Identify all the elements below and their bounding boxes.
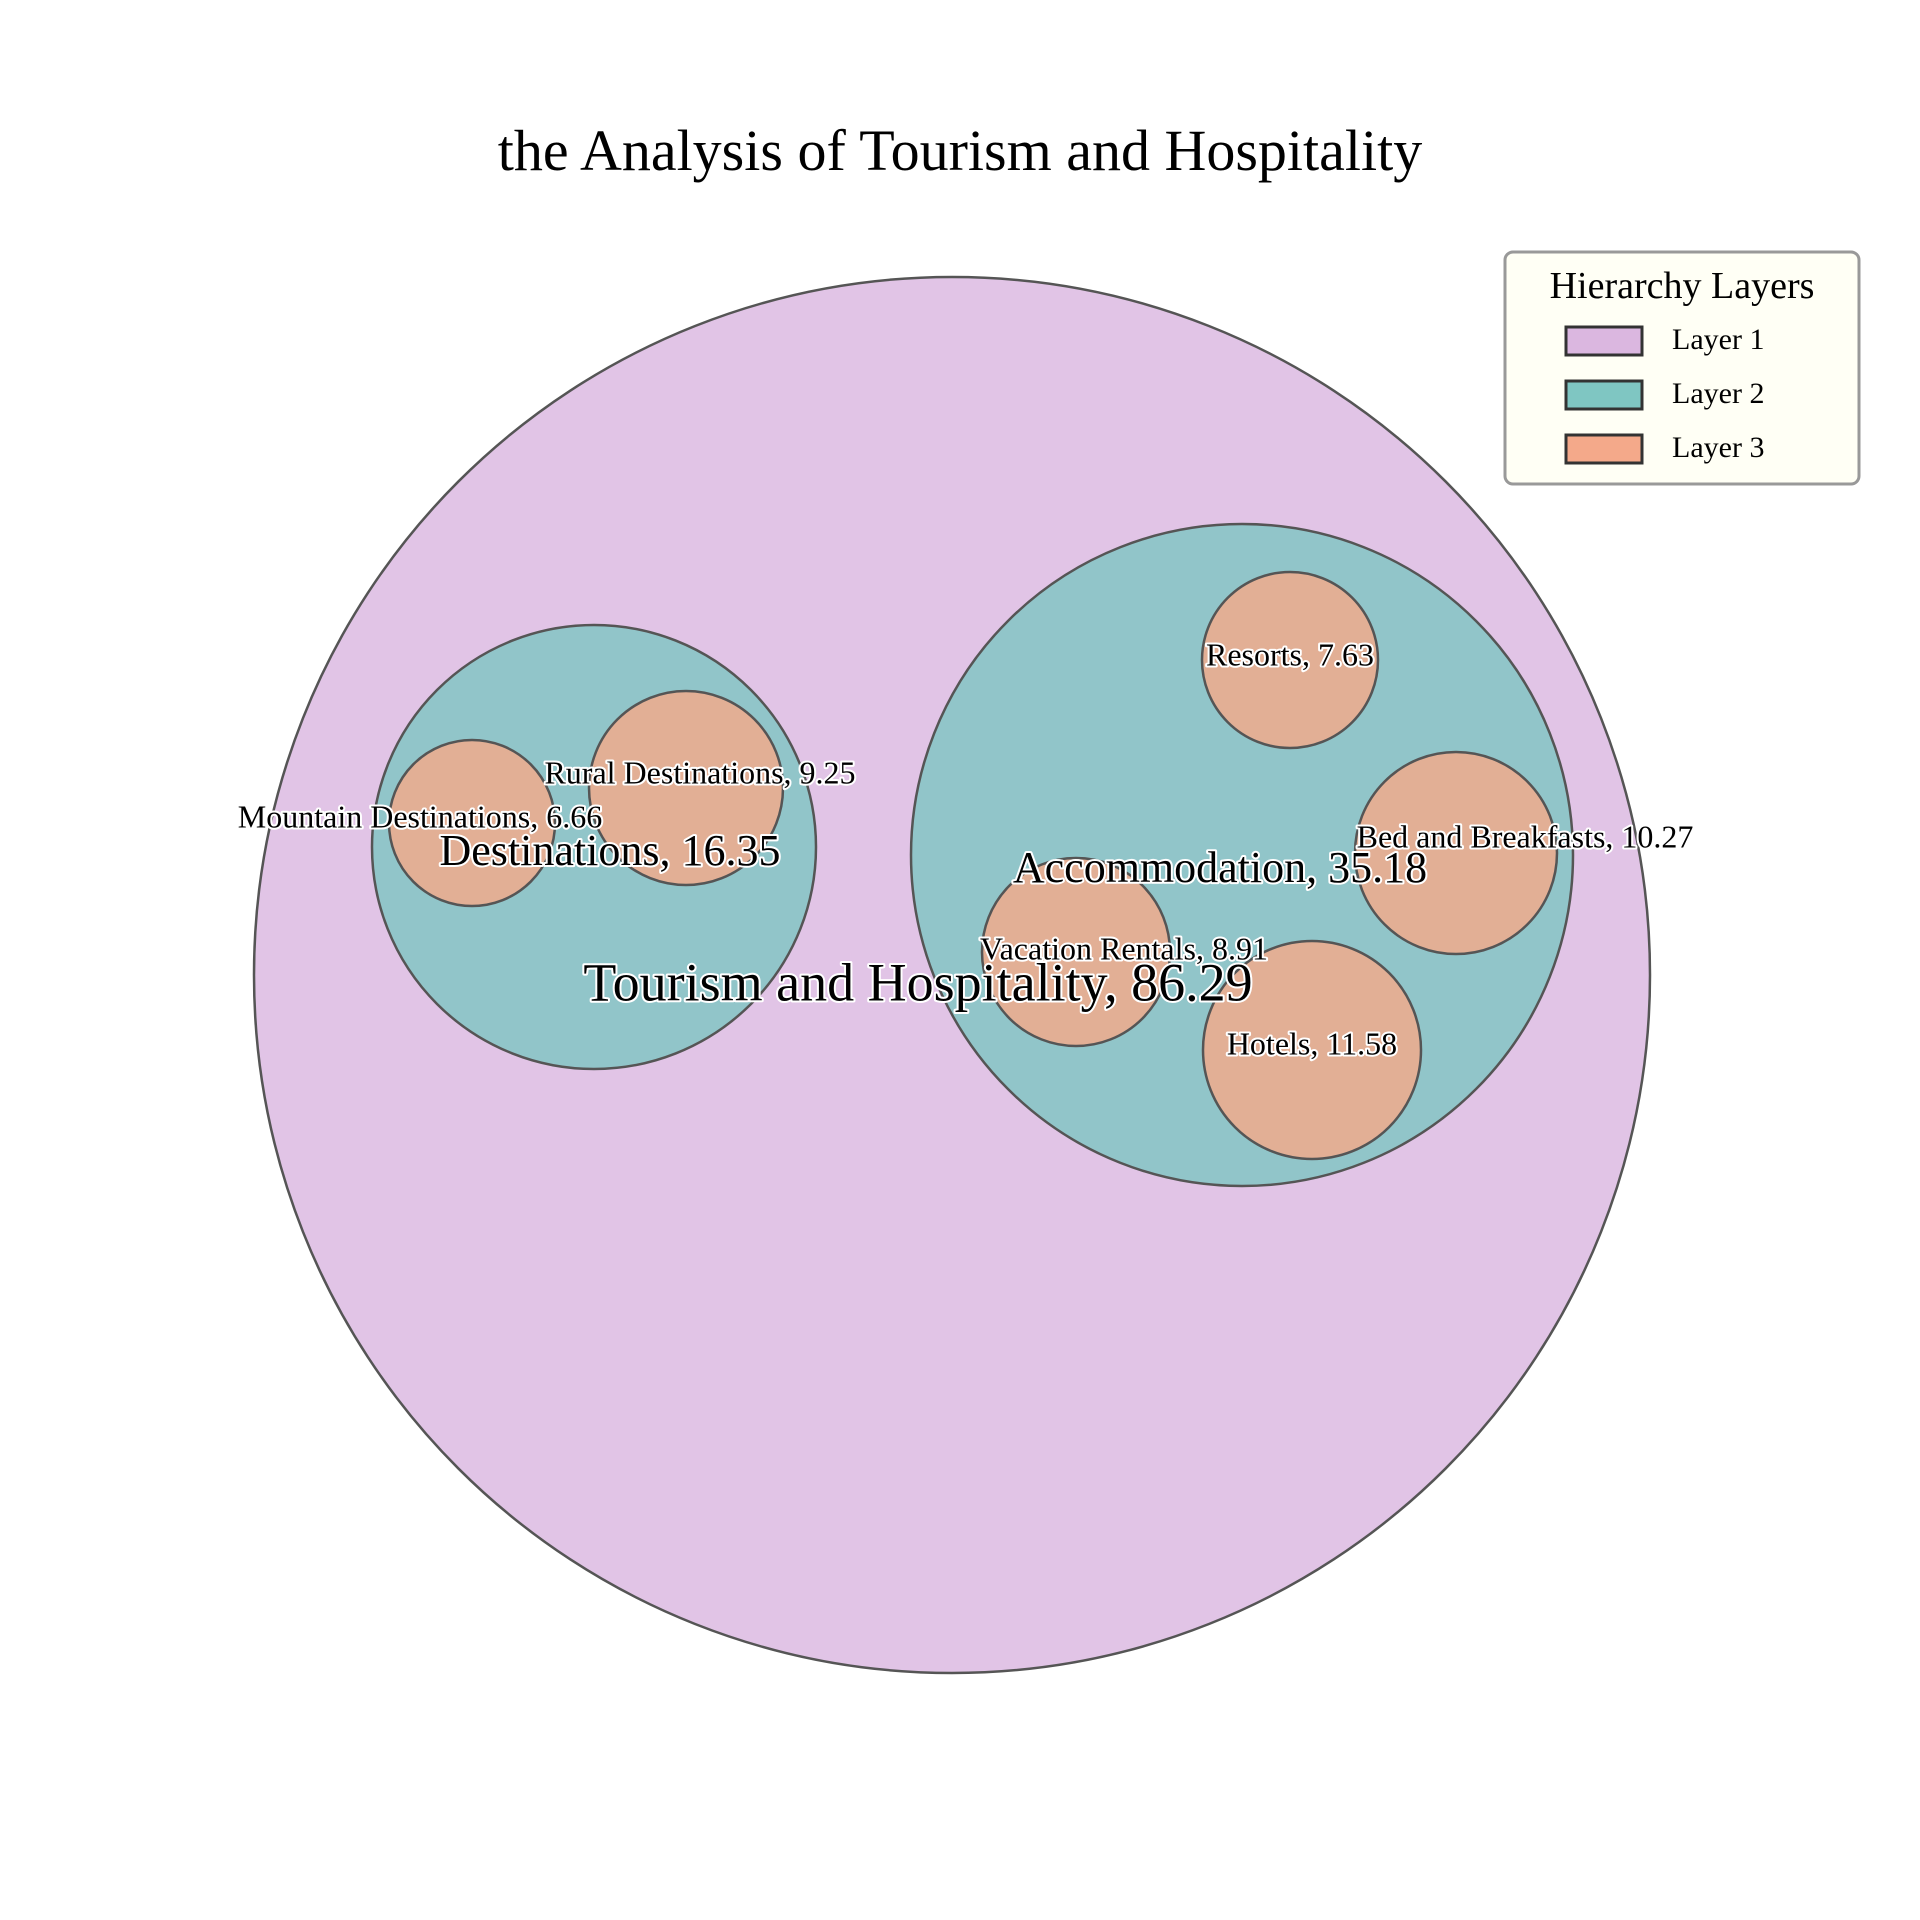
bubble-label-destinations: Destinations, 16.35 [440,826,781,875]
bubble-resorts [1200,570,1380,750]
legend-label-layer-1: Layer 1 [1672,323,1764,356]
chart-title: the Analysis of Tourism and Hospitality [498,118,1422,183]
bubble-label-accommodation: Accommodation, 35.18 [1013,843,1427,892]
bubble-label-mountain: Mountain Destinations, 6.66 [238,798,602,834]
bubble-label-resorts: Resorts, 7.63 [1206,636,1374,672]
bubble-label-bnb: Bed and Breakfasts, 10.27 [1357,818,1694,854]
labels-group: Tourism and Hospitality, 86.29 Destinatio… [236,634,1696,1063]
legend-swatch-layer-2 [1564,379,1644,411]
bubble-label-rural: Rural Destinations, 9.25 [544,754,855,790]
legend-box [1503,250,1861,486]
bubble-vacation [980,856,1172,1048]
legend-label-layer-2: Layer 2 [1672,377,1764,410]
bubble-mountain [387,738,557,908]
bubble-label-tourism: Tourism and Hospitality, 86.29 [583,952,1252,1012]
bubbles-group [252,275,1652,1675]
bubble-hotels [1201,939,1423,1161]
legend-items: Layer 1 Layer 2 Layer 3 [1564,323,1764,465]
bubble-label-hotels: Hotels, 11.58 [1227,1025,1397,1061]
bubble-rural [587,689,785,887]
legend-title: Hierarchy Layers [1550,265,1815,307]
legend-swatch-layer-3 [1564,433,1644,465]
legend-label-layer-3: Layer 3 [1672,431,1764,464]
legend: Hierarchy Layers Layer 1 Layer 2 Layer 3 [1503,250,1861,486]
bubble-label-vacation: Vacation Rentals, 8.91 [980,930,1268,966]
bubble-bnb [1353,750,1559,956]
legend-swatch-layer-1 [1564,325,1644,357]
